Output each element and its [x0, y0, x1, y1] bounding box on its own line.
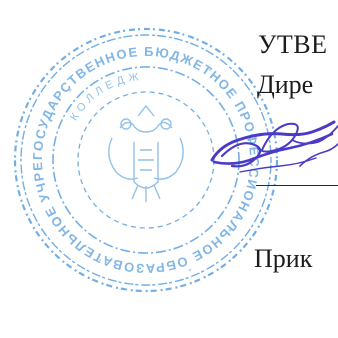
eagle-emblem-icon [108, 104, 184, 202]
approval-heading: УТВЕ [258, 30, 328, 59]
seal-ink-speckles [38, 68, 250, 272]
order-reference: Прик [254, 244, 313, 273]
position-title: Дире [257, 70, 314, 99]
signature-line [256, 185, 338, 186]
seal-rings [13, 27, 279, 293]
